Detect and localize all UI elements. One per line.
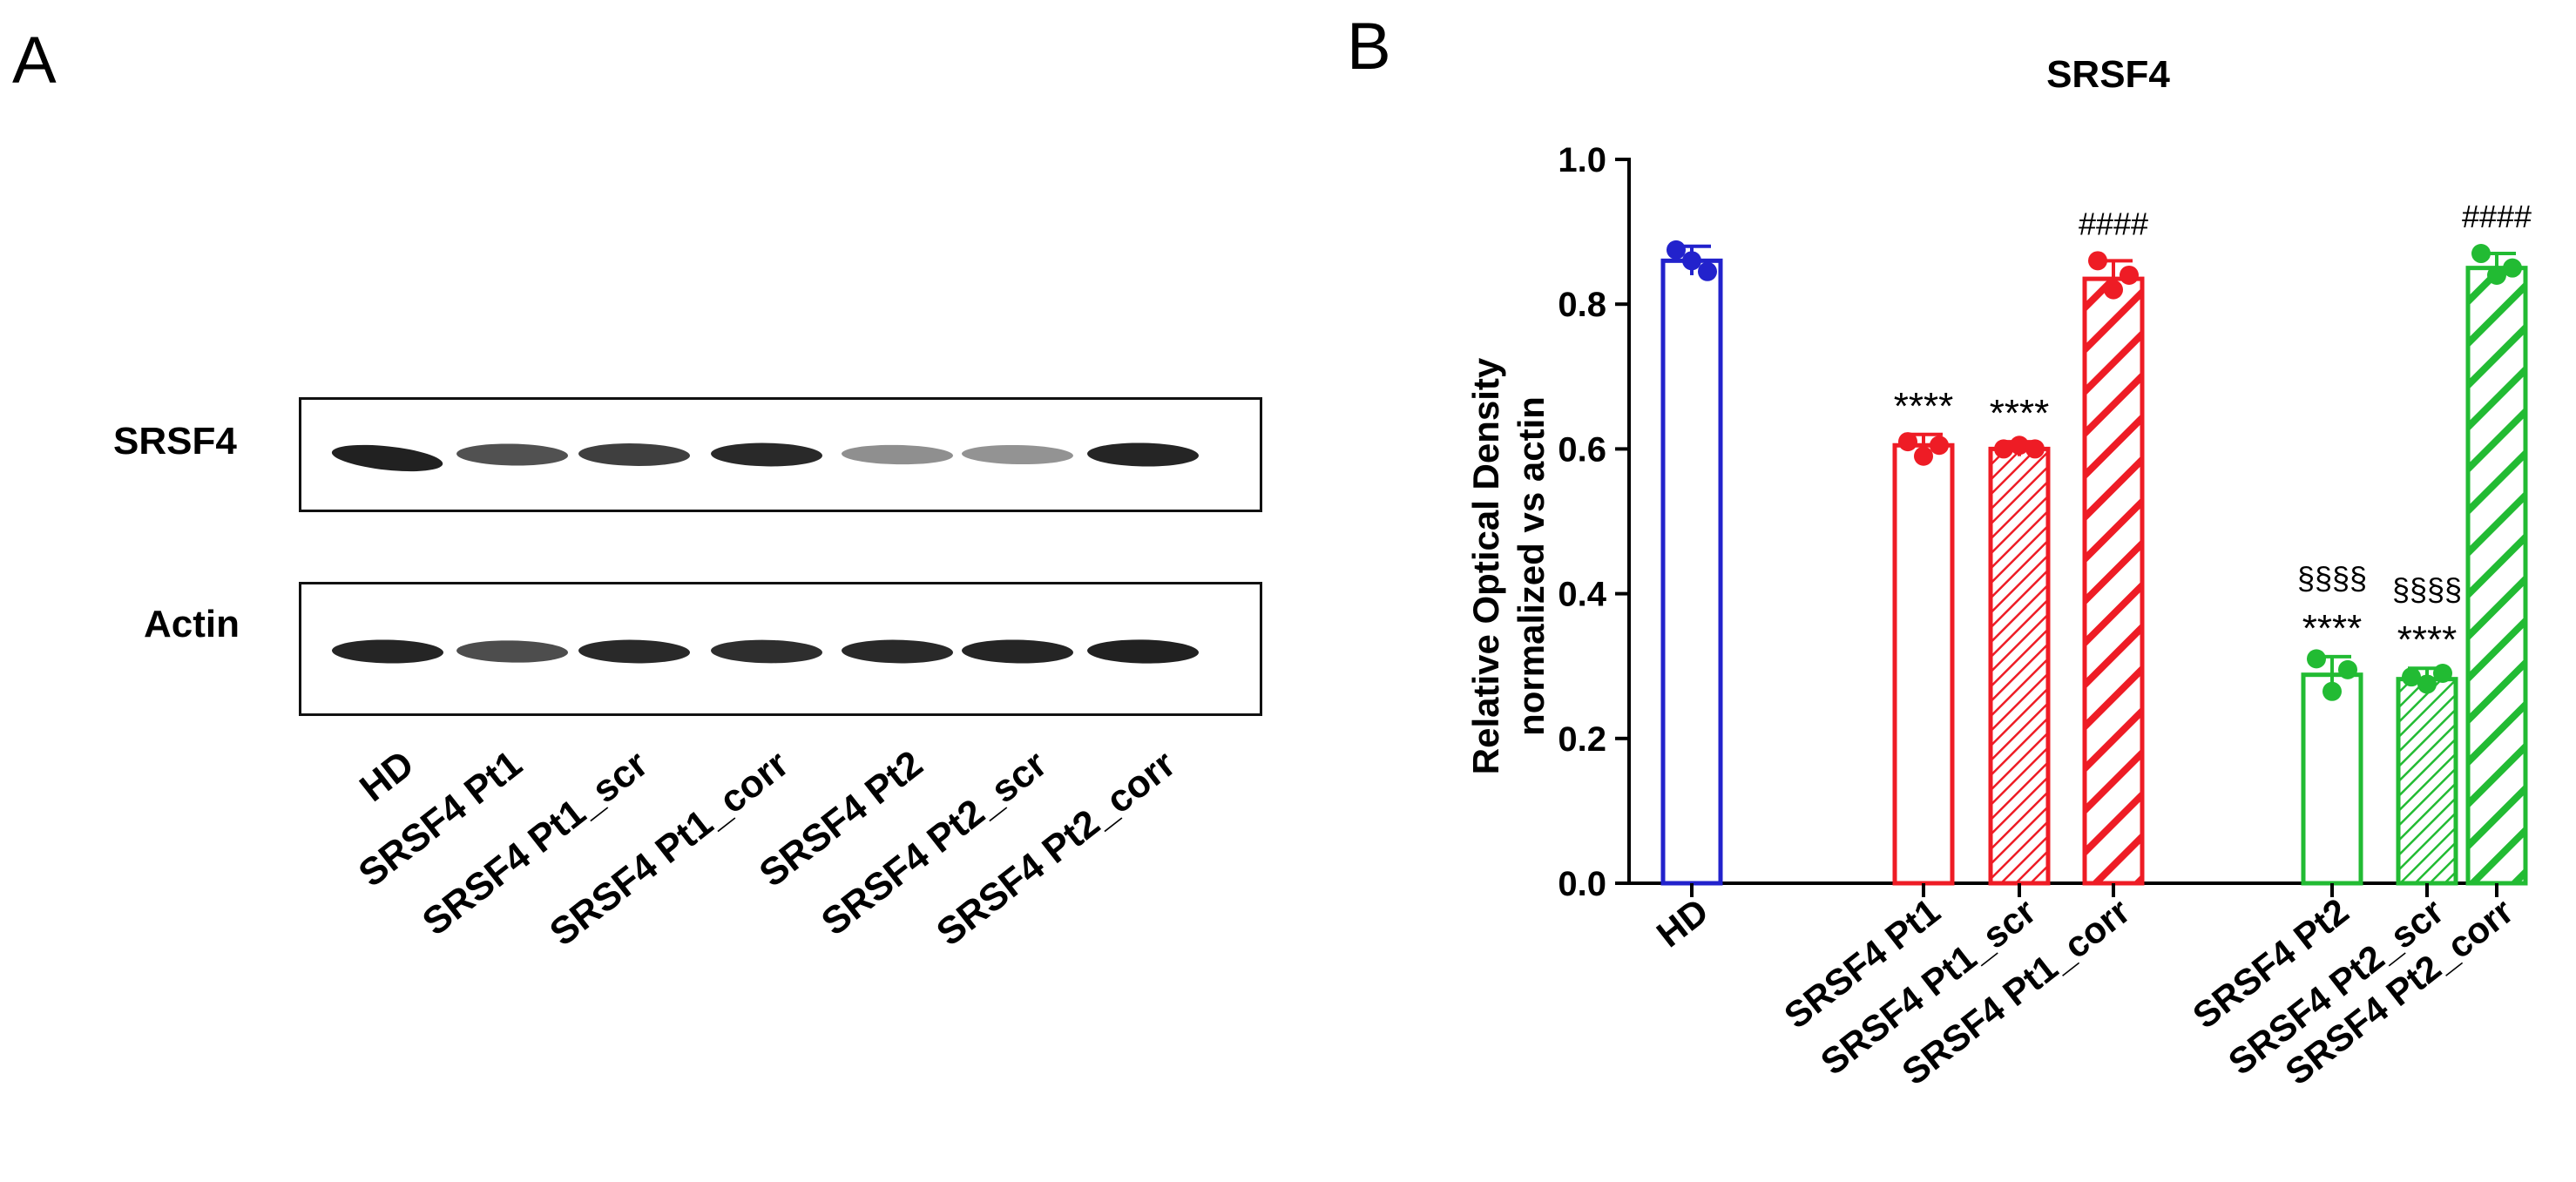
y-tick-label: 0.0 — [1558, 865, 1606, 903]
bar-srsf4-pt2-scr — [2396, 677, 2458, 886]
significance-annotation: **** — [1990, 392, 2050, 435]
data-point-srsf4-pt1 — [1930, 436, 1949, 456]
significance-annotation: **** — [1894, 385, 1954, 428]
blot-band-srsf4-srsf4-pt2 — [842, 444, 953, 465]
bar-srsf4-pt1 — [1892, 442, 1955, 886]
bar-hd — [1660, 258, 1723, 886]
significance-annotation: **** — [2302, 607, 2363, 650]
blot-band-srsf4-srsf4-pt1-scr — [578, 443, 690, 466]
blot-band-actin-srsf4-pt2-scr — [962, 639, 1073, 664]
bar-srsf4-pt2-corr — [2465, 266, 2528, 886]
blot-band-srsf4-srsf4-pt2-scr — [962, 444, 1073, 465]
data-point-srsf4-pt2-corr — [2487, 265, 2506, 285]
blot-band-actin-srsf4-pt2-corr — [1087, 639, 1199, 664]
data-point-srsf4-pt2-scr — [2433, 664, 2452, 684]
blot-band-actin-srsf4-pt2 — [842, 639, 953, 664]
significance-annotation: §§§§ — [2297, 560, 2367, 596]
data-point-hd — [1682, 251, 1701, 271]
chart-title: SRSF4 — [2046, 53, 2170, 96]
panel-a-letter: A — [12, 24, 57, 98]
data-point-srsf4-pt2-corr — [2503, 258, 2522, 278]
y-tick-label: 0.2 — [1558, 720, 1606, 759]
y-axis-label-line2: normalized vs actin — [1511, 396, 1552, 736]
data-point-srsf4-pt2 — [2322, 681, 2342, 701]
data-point-srsf4-pt2-scr — [2402, 667, 2421, 687]
blot-band-srsf4-srsf4-pt1 — [456, 443, 568, 466]
blot-band-actin-hd — [332, 639, 443, 664]
data-point-srsf4-pt2-scr — [2417, 674, 2437, 694]
data-point-hd — [1667, 240, 1686, 260]
significance-annotation: **** — [2397, 618, 2458, 661]
blot-band-srsf4-hd — [331, 444, 443, 472]
panel-b-letter: B — [1347, 10, 1391, 84]
data-point-srsf4-pt2 — [2307, 649, 2326, 669]
data-point-srsf4-pt2-corr — [2471, 244, 2491, 264]
data-point-srsf4-pt1 — [1898, 432, 1917, 452]
significance-annotation: #### — [2462, 199, 2532, 234]
data-point-srsf4-pt2 — [2338, 659, 2357, 679]
y-tick-label: 0.8 — [1558, 286, 1606, 324]
blot-row-label-actin: Actin — [144, 603, 240, 645]
blot-band-srsf4-srsf4-pt1-corr — [711, 442, 822, 467]
blot-band-actin-srsf4-pt1-corr — [711, 639, 822, 664]
blot-row-label-srsf4: SRSF4 — [113, 420, 237, 463]
data-point-hd — [1698, 261, 1717, 281]
bar-srsf4-pt1-corr — [2082, 276, 2145, 886]
blot-band-actin-srsf4-pt1-scr — [578, 639, 690, 664]
data-point-srsf4-pt1-scr — [2010, 436, 2029, 456]
blot-band-actin-srsf4-pt1 — [456, 640, 568, 663]
significance-annotation: §§§§ — [2392, 571, 2462, 607]
y-tick-label: 0.4 — [1558, 576, 1606, 614]
blot-band-srsf4-srsf4-pt2-corr — [1087, 442, 1199, 467]
data-point-srsf4-pt1-corr — [2120, 265, 2139, 285]
y-tick-label: 1.0 — [1558, 141, 1606, 179]
x-tick-label-hd: HD — [1649, 890, 1716, 955]
data-point-srsf4-pt1-corr — [2088, 251, 2107, 271]
bar-srsf4-pt2 — [2301, 672, 2363, 886]
y-axis-label-line1: Relative Optical Density — [1465, 357, 1506, 774]
data-point-srsf4-pt1-corr — [2104, 280, 2123, 300]
y-tick-label: 0.6 — [1558, 430, 1606, 469]
data-point-srsf4-pt1-scr — [1994, 439, 2013, 459]
bar-srsf4-pt1-scr — [1988, 446, 2051, 886]
data-point-srsf4-pt1 — [1914, 446, 1933, 466]
significance-annotation: #### — [2079, 206, 2148, 241]
data-point-srsf4-pt1-scr — [2025, 439, 2045, 459]
